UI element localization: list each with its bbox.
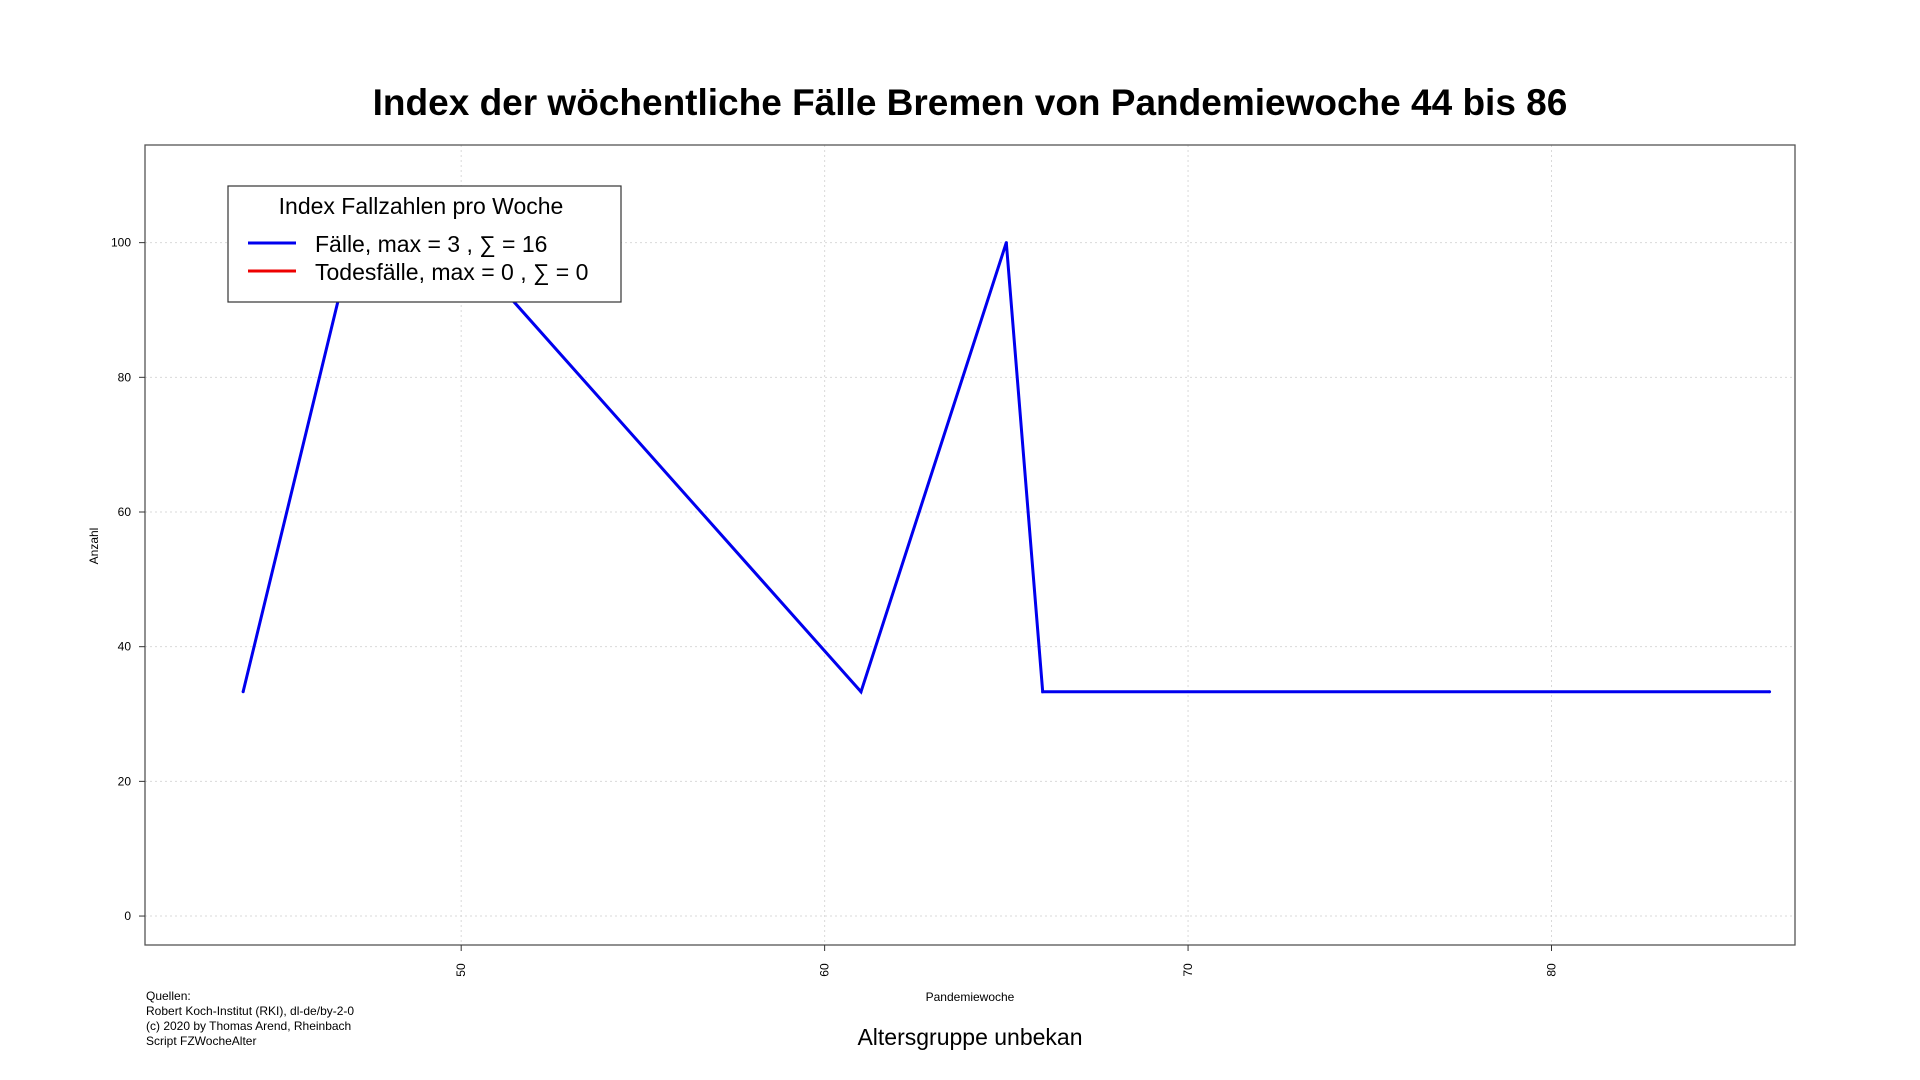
plot-frame	[144, 144, 1796, 946]
series-layer	[241, 241, 1772, 695]
legend-title: Index Fallzahlen pro Woche	[279, 193, 564, 219]
chart-title: Index der wöchentliche Fälle Bremen von …	[373, 82, 1568, 123]
y-axis: 0 20 40 60 80 100	[111, 236, 145, 923]
x-axis: 50 60 70 80	[454, 945, 1558, 977]
series-point	[1004, 241, 1008, 245]
source-line-quellen: Quellen:	[146, 989, 191, 1003]
x-tick-label: 80	[1544, 963, 1558, 977]
series-point	[241, 690, 245, 694]
x-axis-label: Pandemiewoche	[926, 990, 1015, 1004]
legend-label-todesfaelle: Todesfälle, max = 0 , ∑ = 0	[315, 259, 588, 285]
source-notes: Quellen: Robert Koch-Institut (RKI), dl-…	[146, 989, 354, 1048]
x-tick-label: 70	[1181, 963, 1195, 977]
source-line-rki: Robert Koch-Institut (RKI), dl-de/by-2-0	[146, 1004, 354, 1018]
series-point	[1768, 690, 1772, 694]
x-tick-label: 50	[454, 963, 468, 977]
y-tick-label: 0	[124, 909, 131, 923]
legend: Index Fallzahlen pro Woche Fälle, max = …	[227, 185, 622, 303]
y-axis-label: Anzahl	[87, 528, 101, 565]
legend-label-faelle: Fälle, max = 3 , ∑ = 16	[315, 231, 547, 257]
y-tick-label: 60	[118, 505, 132, 519]
x-tick-label: 60	[818, 963, 832, 977]
series-point	[1041, 690, 1045, 694]
y-tick-label: 80	[118, 370, 132, 384]
series-point	[859, 690, 863, 694]
source-line-script: Script FZWocheAlter	[146, 1034, 256, 1048]
series-line-f-lle	[241, 241, 1770, 695]
y-tick-label: 100	[111, 236, 131, 250]
chart-subtitle: Altersgruppe unbekan	[857, 1024, 1082, 1050]
y-tick-label: 40	[118, 640, 132, 654]
y-tick-label: 20	[118, 774, 132, 788]
source-line-copyright: (c) 2020 by Thomas Arend, Rheinbach	[146, 1019, 351, 1033]
